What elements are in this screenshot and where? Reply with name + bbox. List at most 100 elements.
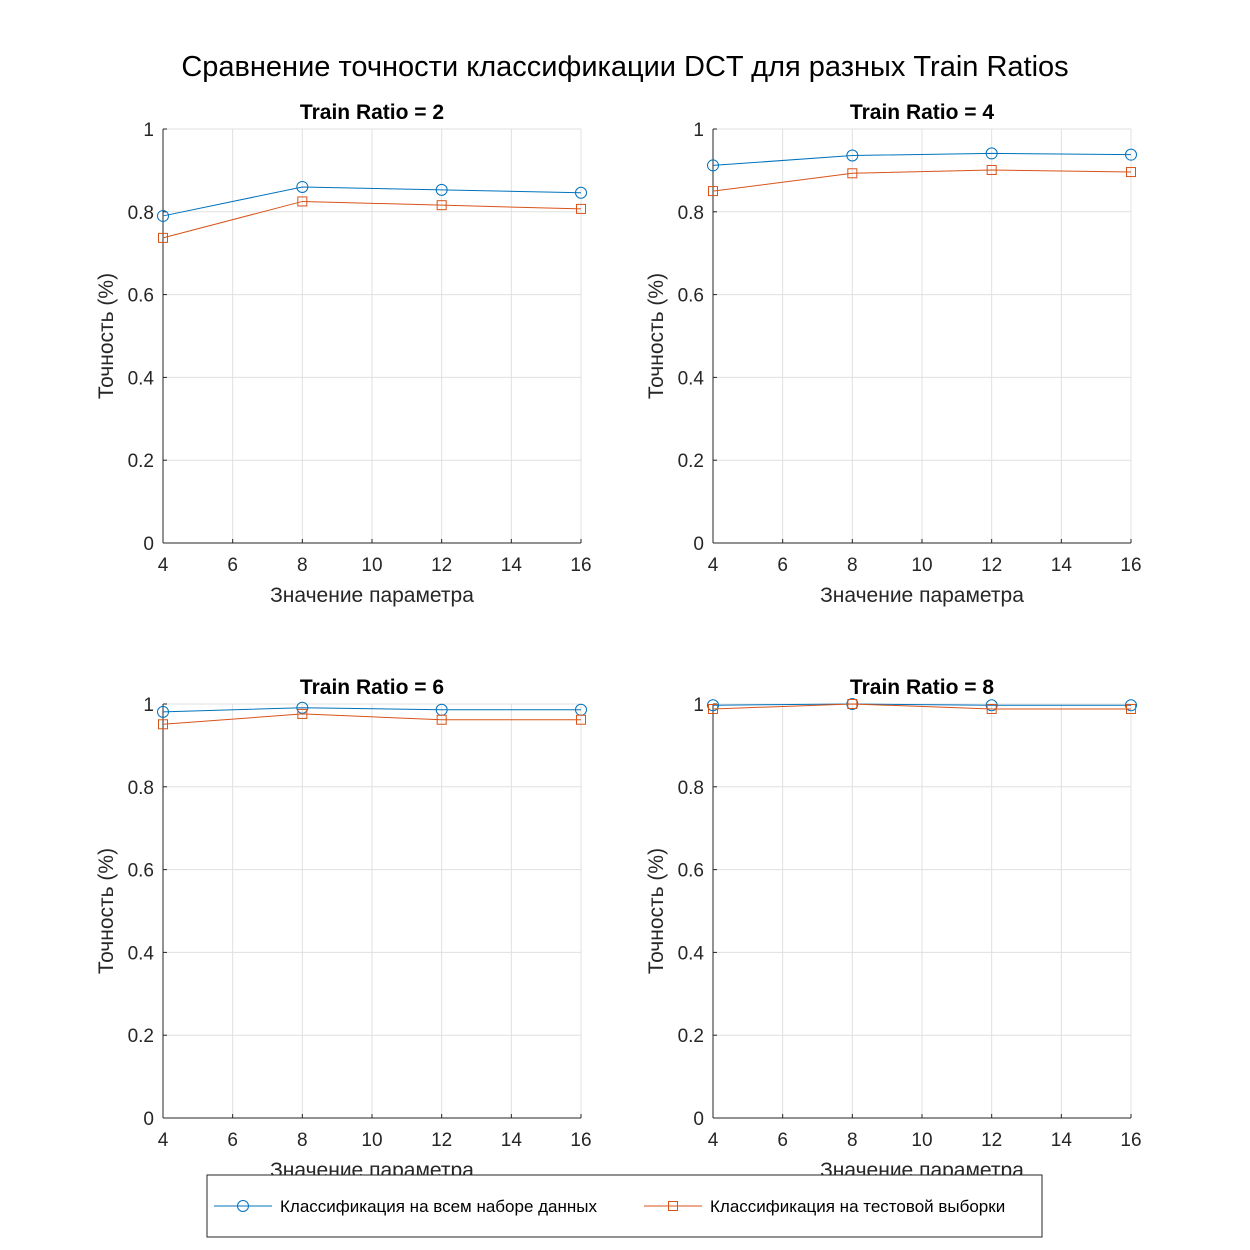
y-tick-label: 1 — [693, 695, 704, 716]
subplot-4: 4 6 8 10 12 14 16 0 0.2 0.4 0.6 0.8 1 Train Ratio = 8… — [645, 676, 1142, 1182]
x-tick-label: 4 — [708, 555, 719, 576]
subplot-title: Train Ratio = 4 — [850, 101, 994, 124]
x-tick-label: 6 — [227, 555, 238, 576]
legend-label: Классификация на всем наборе данных — [280, 1197, 597, 1216]
subplot-title: Train Ratio = 8 — [850, 676, 994, 699]
circle-marker — [846, 149, 859, 162]
x-axis-label: Значение параметра — [270, 584, 474, 607]
x-tick-label: 10 — [361, 555, 382, 576]
x-axis-label: Значение параметра — [820, 584, 1024, 607]
square-marker — [708, 703, 718, 714]
square-marker — [436, 200, 447, 211]
legend-square-marker — [668, 1201, 678, 1211]
legend: Классификация на всем наборе данных Класс… — [206, 1174, 1043, 1238]
y-tick-label: 1 — [143, 120, 154, 141]
circle-marker — [575, 186, 587, 199]
square-marker — [847, 168, 858, 179]
figure-title: Сравнение точности классификации DCT для… — [181, 51, 1068, 83]
y-tick-label: 0.8 — [678, 203, 704, 224]
square-marker — [158, 719, 168, 730]
x-tick-label: 12 — [981, 1130, 1002, 1151]
y-tick-label: 1 — [693, 120, 704, 141]
y-tick-label: 0.4 — [678, 943, 705, 964]
x-tick-label: 10 — [911, 1130, 932, 1151]
y-tick-label: 0.4 — [128, 368, 155, 389]
legend-entry: Классификация на тестовой выборки — [644, 1197, 1005, 1216]
y-tick-label: 0.6 — [128, 861, 154, 882]
x-tick-label: 14 — [1051, 1130, 1073, 1151]
x-tick-label: 4 — [158, 555, 169, 576]
y-axis-label: Точность (%) — [95, 273, 118, 399]
square-marker — [297, 196, 308, 207]
x-tick-label: 14 — [501, 555, 523, 576]
series-test-set — [158, 708, 586, 730]
x-tick-label: 12 — [431, 1130, 452, 1151]
series-line — [712, 152, 1132, 166]
y-tick-label: 0.8 — [128, 203, 154, 224]
circle-marker — [1125, 148, 1137, 161]
y-axis-label: Точность (%) — [645, 273, 668, 399]
circle-marker — [296, 701, 309, 714]
x-tick-label: 6 — [777, 555, 788, 576]
legend-box — [206, 1174, 1043, 1238]
y-tick-label: 0.2 — [678, 451, 704, 472]
x-tick-label: 4 — [708, 1130, 719, 1151]
x-tick-label: 8 — [847, 1130, 858, 1151]
square-marker — [708, 186, 718, 197]
x-tick-label: 16 — [1120, 1130, 1141, 1151]
x-tick-label: 6 — [227, 1130, 238, 1151]
square-marker — [158, 232, 168, 243]
legend-entry: Классификация на всем наборе данных — [214, 1197, 597, 1216]
y-tick-label: 0.2 — [678, 1026, 704, 1047]
circle-marker — [435, 183, 448, 196]
y-tick-label: 0.8 — [128, 778, 154, 799]
y-tick-label: 0 — [693, 534, 704, 555]
circle-marker — [985, 699, 998, 712]
circle-marker — [296, 180, 309, 193]
y-tick-label: 0.8 — [678, 778, 704, 799]
y-tick-label: 0.4 — [678, 368, 705, 389]
x-tick-label: 10 — [361, 1130, 382, 1151]
y-tick-label: 0.4 — [128, 943, 155, 964]
series-full-dataset — [157, 180, 587, 222]
circle-marker — [707, 159, 719, 172]
subplot-title: Train Ratio = 2 — [300, 101, 444, 124]
x-tick-label: 16 — [570, 1130, 591, 1151]
series-test-set — [708, 164, 1136, 197]
series-line — [712, 169, 1132, 192]
square-marker — [576, 714, 586, 725]
x-tick-label: 4 — [158, 1130, 169, 1151]
series-test-set — [708, 699, 1136, 714]
y-tick-label: 0 — [693, 1109, 704, 1130]
square-marker — [1126, 167, 1136, 178]
circle-marker — [1125, 699, 1137, 712]
series-line — [712, 703, 1131, 710]
y-axis-label: Точность (%) — [95, 848, 118, 974]
x-tick-label: 8 — [297, 1130, 308, 1151]
y-tick-label: 1 — [143, 695, 154, 716]
series-line — [712, 703, 1131, 706]
series-test-set — [158, 196, 586, 243]
subplot-title: Train Ratio = 6 — [300, 676, 444, 699]
y-tick-label: 0.2 — [128, 451, 154, 472]
y-tick-label: 0.6 — [128, 286, 154, 307]
x-tick-label: 16 — [570, 555, 591, 576]
series-line — [162, 707, 581, 713]
x-tick-label: 10 — [911, 555, 932, 576]
x-tick-label: 12 — [981, 555, 1002, 576]
series-line — [162, 200, 582, 239]
x-tick-label: 8 — [297, 555, 308, 576]
y-tick-label: 0 — [143, 534, 154, 555]
square-marker — [297, 708, 308, 719]
x-tick-label: 12 — [431, 555, 452, 576]
y-tick-label: 0.2 — [128, 1026, 154, 1047]
square-marker — [576, 203, 586, 214]
circle-marker — [707, 699, 719, 712]
circle-marker — [157, 209, 169, 222]
legend-circle-marker — [237, 1200, 249, 1212]
series-full-dataset — [707, 147, 1137, 172]
series-line — [162, 186, 582, 217]
legend-label: Классификация на тестовой выборки — [710, 1197, 1005, 1216]
square-marker — [986, 703, 997, 714]
